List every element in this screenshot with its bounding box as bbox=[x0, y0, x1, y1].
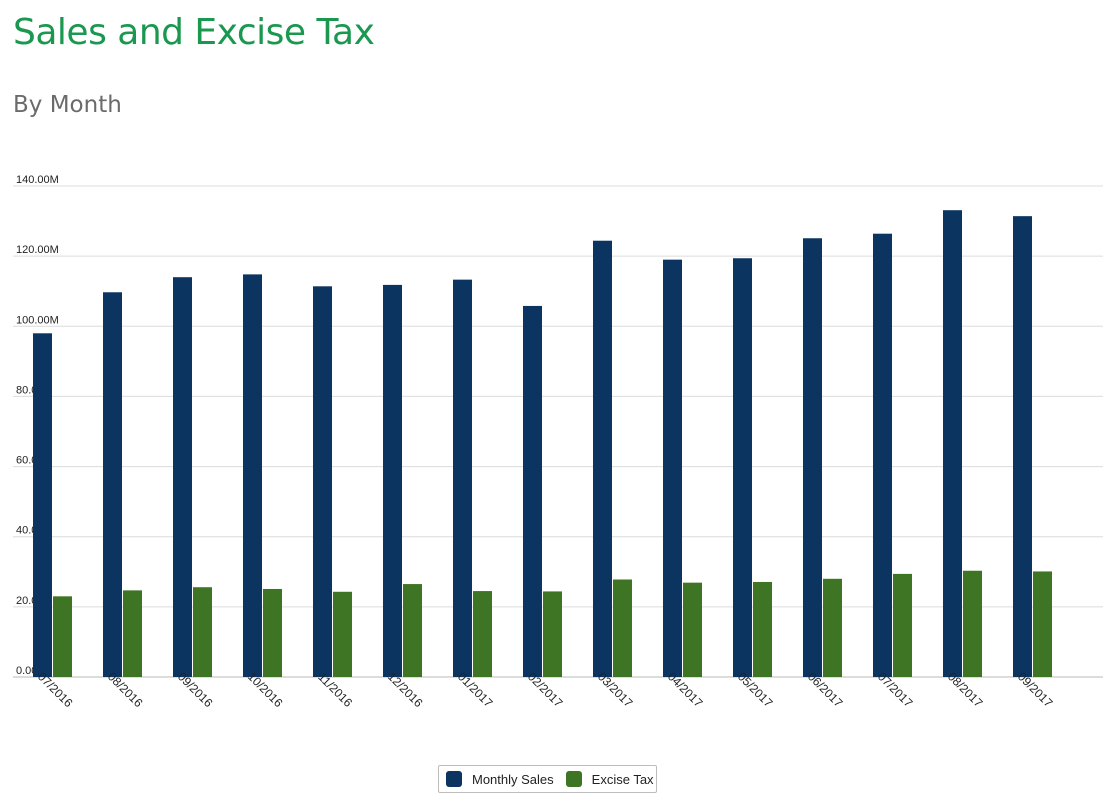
bar-monthly-sales[interactable]: Monthly Sales 10/2016: 114.8M bbox=[243, 274, 262, 677]
legend-swatch-excise-tax bbox=[565, 771, 582, 787]
bar-excise-tax[interactable]: Excise Tax 05/2017: 27.1M bbox=[753, 581, 772, 677]
bar-excise-tax[interactable]: Excise Tax 07/2017: 29.4M bbox=[893, 573, 912, 677]
y-tick-label: 120.00M bbox=[16, 244, 59, 256]
bar-excise-tax[interactable]: Excise Tax 12/2016: 26.5M bbox=[403, 584, 422, 677]
bar-excise-tax[interactable]: Excise Tax 02/2017: 24.4M bbox=[543, 591, 562, 677]
bar-monthly-sales[interactable]: Monthly Sales 04/2017: 119M bbox=[663, 259, 682, 677]
legend-item-excise-tax[interactable]: Excise Tax bbox=[565, 771, 654, 787]
sales-excise-bar-chart: 0.0020.00M40.00M60.00M80.00M100.00M120.0… bbox=[13, 174, 1103, 710]
bar-monthly-sales[interactable]: Monthly Sales 12/2016: 111.8M bbox=[383, 284, 402, 677]
bar-excise-tax[interactable]: Excise Tax 06/2017: 28M bbox=[823, 578, 842, 677]
bar-monthly-sales[interactable]: Monthly Sales 08/2017: 133.1M bbox=[943, 210, 962, 677]
bar-excise-tax[interactable]: Excise Tax 01/2017: 24.5M bbox=[473, 591, 492, 677]
legend-label-excise-tax: Excise Tax bbox=[591, 771, 654, 787]
y-tick-label: 140.00M bbox=[16, 174, 59, 186]
bar-monthly-sales[interactable]: Monthly Sales 02/2017: 105.8M bbox=[523, 305, 542, 677]
chart-subtitle: By Month bbox=[13, 92, 122, 118]
bar-excise-tax[interactable]: Excise Tax 08/2016: 24.7M bbox=[123, 590, 142, 677]
bar-excise-tax[interactable]: Excise Tax 03/2017: 27.8M bbox=[613, 579, 632, 677]
bar-excise-tax[interactable]: Excise Tax 09/2016: 25.6M bbox=[193, 587, 212, 677]
bar-monthly-sales[interactable]: Monthly Sales 11/2016: 111.4M bbox=[313, 286, 332, 677]
bar-monthly-sales[interactable]: Monthly Sales 05/2017: 119.4M bbox=[733, 258, 752, 677]
bar-excise-tax[interactable]: Excise Tax 09/2017: 30.1M bbox=[1033, 571, 1052, 677]
bar-excise-tax[interactable]: Excise Tax 08/2017: 30.3M bbox=[963, 570, 982, 677]
y-tick-label: 0.00 bbox=[16, 665, 37, 677]
bar-monthly-sales[interactable]: Monthly Sales 03/2017: 124.4M bbox=[593, 240, 612, 677]
chart-title: Sales and Excise Tax bbox=[13, 12, 375, 53]
bar-monthly-sales[interactable]: Monthly Sales 07/2017: 126.4M bbox=[873, 233, 892, 677]
legend-item-monthly-sales[interactable]: Monthly Sales bbox=[446, 771, 554, 787]
bar-excise-tax[interactable]: Excise Tax 04/2017: 26.9M bbox=[683, 582, 702, 677]
bar-excise-tax[interactable]: Excise Tax 07/2016: 23M bbox=[53, 596, 72, 677]
bar-excise-tax[interactable]: Excise Tax 10/2016: 25.1M bbox=[263, 588, 282, 677]
legend-swatch-monthly-sales bbox=[446, 771, 462, 787]
legend-label-monthly-sales: Monthly Sales bbox=[472, 771, 554, 787]
bar-monthly-sales[interactable]: Monthly Sales 07/2016: 98M bbox=[33, 333, 52, 677]
bar-monthly-sales[interactable]: Monthly Sales 09/2017: 131.4M bbox=[1013, 216, 1032, 677]
chart-legend: Monthly Sales Excise Tax bbox=[438, 765, 657, 793]
bar-monthly-sales[interactable]: Monthly Sales 01/2017: 113.3M bbox=[453, 279, 472, 677]
bar-monthly-sales[interactable]: Monthly Sales 06/2017: 125.1M bbox=[803, 238, 822, 678]
y-tick-label: 100.00M bbox=[16, 314, 59, 326]
bar-monthly-sales[interactable]: Monthly Sales 08/2016: 109.7M bbox=[103, 292, 122, 677]
bar-excise-tax[interactable]: Excise Tax 11/2016: 24.3M bbox=[333, 591, 352, 677]
bar-monthly-sales[interactable]: Monthly Sales 09/2016: 114M bbox=[173, 277, 192, 677]
